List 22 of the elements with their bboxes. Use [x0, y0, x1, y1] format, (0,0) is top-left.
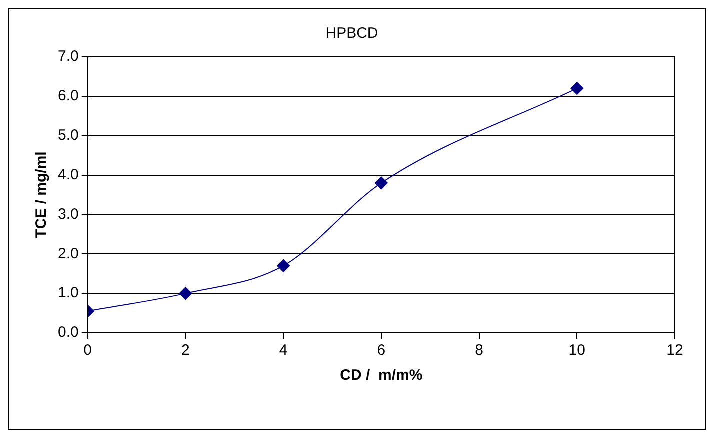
point [277, 259, 290, 272]
x-tick-label: 12 [666, 342, 684, 360]
x-tick-label: 4 [279, 342, 288, 360]
x-tick-label: 6 [377, 342, 386, 360]
point [374, 176, 388, 190]
x-tick-label: 8 [475, 342, 484, 360]
y-axis-title: TCE / mg/ml [33, 152, 50, 238]
y-tick-label: 4.0 [58, 166, 79, 184]
y-tick-label: 5.0 [58, 127, 79, 144]
x-tick-label: 2 [182, 342, 190, 360]
x-axis-title: CD / m/m% [340, 367, 423, 384]
y-tick-label: 3.0 [58, 206, 79, 223]
y-tick-label: 1.0 [58, 284, 79, 302]
y-tick-label: 6.0 [58, 88, 79, 105]
x-tick-label: 0 [84, 342, 92, 360]
chart-title: HPBCD [326, 25, 378, 42]
y-tick-label: 0.0 [58, 324, 79, 342]
point [570, 82, 584, 96]
x-tick-label: 10 [568, 342, 586, 360]
y-tick-label: 7.0 [58, 48, 79, 66]
y-tick-label: 2.0 [58, 245, 79, 262]
point [179, 287, 192, 300]
